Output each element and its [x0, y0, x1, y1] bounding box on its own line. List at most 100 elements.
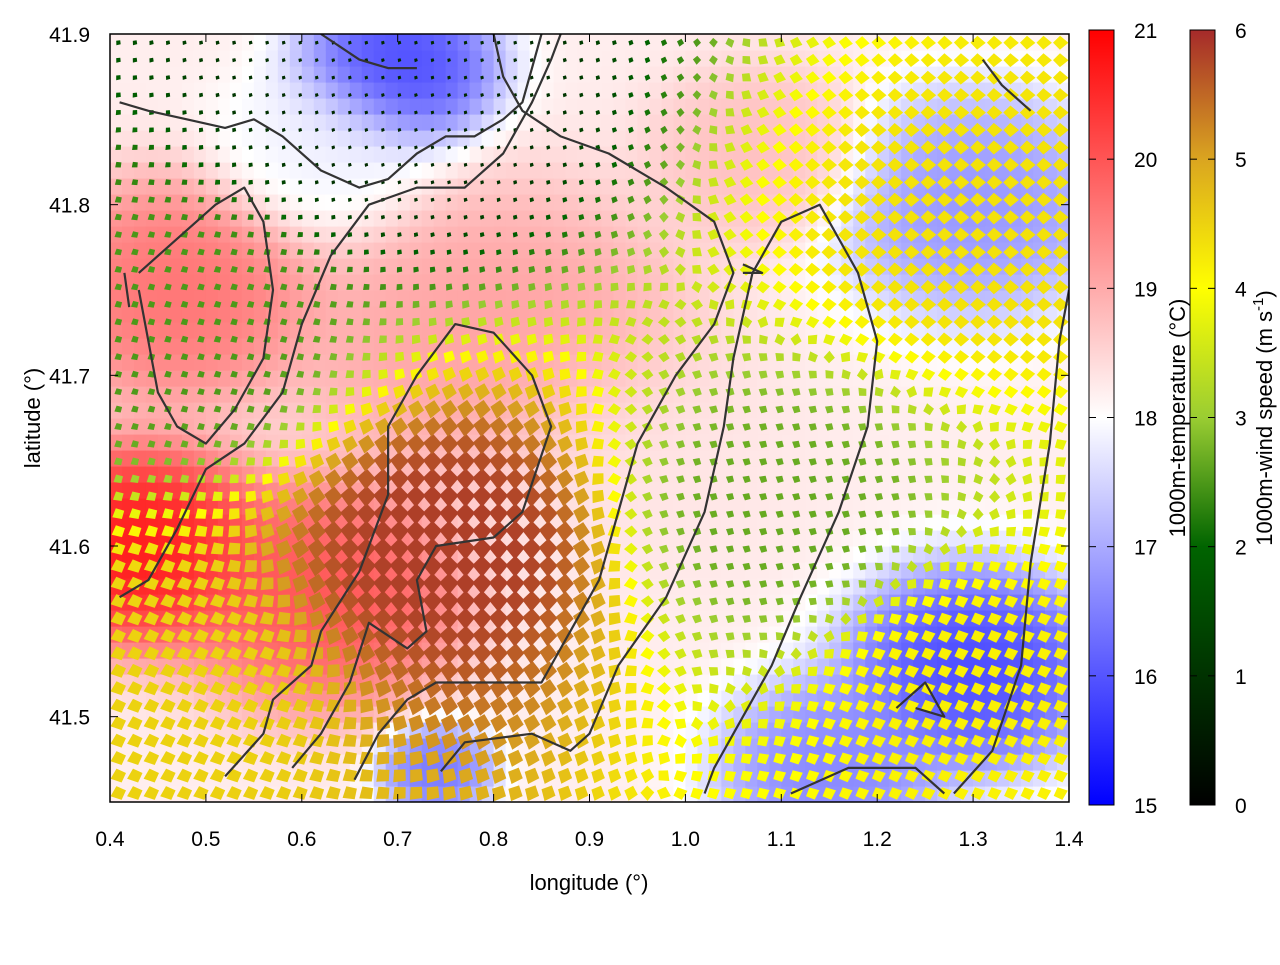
temperature-cell [169, 130, 183, 147]
wind-arrow [324, 486, 343, 507]
wind-arrow [110, 646, 126, 661]
wind-arrow [406, 608, 426, 630]
wind-arrow [164, 231, 172, 238]
wind-arrow [395, 318, 404, 326]
temperature-cell [541, 146, 555, 163]
wind-arrow [180, 370, 189, 378]
wind-arrow [298, 145, 303, 150]
wind-arrow [176, 594, 193, 608]
temperature-cell [805, 514, 818, 531]
wind-arrow [343, 681, 357, 696]
temperature-cell [301, 258, 315, 275]
temperature-cell [649, 274, 663, 291]
temperature-cell [781, 514, 794, 531]
temperature-cell [301, 50, 315, 67]
wind-arrow [472, 520, 492, 543]
wind-arrow [295, 438, 306, 450]
wind-arrow [489, 625, 509, 647]
temperature-cell [781, 354, 794, 371]
wind-arrow [164, 213, 172, 221]
wind-arrow [480, 180, 484, 185]
wind-arrow [446, 232, 452, 238]
wind-arrow [114, 300, 123, 308]
temperature-cell [649, 354, 663, 371]
wind-arrow [342, 751, 357, 765]
wind-arrow [164, 179, 171, 185]
temperature-cell [469, 258, 483, 275]
wind-arrow [491, 383, 507, 401]
wind-arrow [176, 576, 192, 591]
wind-arrow [160, 663, 176, 678]
wind-arrow [347, 232, 353, 238]
wind-arrow [480, 214, 485, 220]
wind-arrow [491, 366, 506, 383]
temperature-cell [829, 34, 842, 51]
temperature-cell [205, 162, 219, 179]
wind-arrow [423, 660, 442, 682]
temperature-cell [1057, 162, 1069, 179]
wind-arrow [389, 468, 409, 490]
wind-arrow [298, 58, 303, 63]
temperature-cell [181, 306, 195, 323]
wind-arrow [395, 335, 404, 344]
temperature-cell [337, 210, 351, 227]
wind-arrow [198, 162, 204, 168]
temperature-cell [925, 514, 938, 531]
wind-arrow [211, 525, 224, 537]
temperature-cell [121, 370, 135, 387]
temperature-cell [253, 418, 267, 435]
wind-arrow [447, 58, 451, 63]
temperature-cell [601, 66, 615, 83]
temperature-cell [1045, 530, 1058, 547]
wind-arrow [472, 485, 492, 508]
wind-arrow [413, 232, 419, 238]
wind-arrow [409, 750, 424, 766]
wind-arrow [246, 266, 255, 273]
temperature-cell [361, 322, 375, 339]
wind-arrow [193, 716, 209, 731]
temperature-cell [277, 146, 291, 163]
wind-arrow [164, 353, 172, 361]
wind-arrow [110, 768, 126, 783]
temperature-cell [169, 450, 183, 467]
temperature-cell [481, 194, 495, 211]
temperature-cell [445, 98, 459, 115]
wind-arrow [406, 538, 426, 560]
wind-arrow [414, 162, 418, 167]
wind-arrow [441, 732, 458, 750]
temperature-cell [217, 34, 231, 51]
temperature-cell [577, 50, 591, 67]
temperature-cell [1045, 306, 1058, 323]
wind-arrow [160, 629, 176, 643]
wind-arrow [180, 318, 189, 326]
wind-arrow [259, 751, 275, 765]
wind-arrow [397, 145, 402, 150]
wind-arrow [505, 485, 525, 508]
wind-arrow [176, 733, 193, 748]
temperature-cell [745, 610, 758, 627]
wind-arrow [242, 698, 259, 713]
temperature-cell [529, 194, 543, 211]
temperature-cell [697, 514, 710, 531]
wind-arrow [277, 576, 292, 592]
wind-arrow [312, 421, 322, 432]
wind-arrow [463, 145, 468, 150]
wind-arrow [263, 283, 271, 291]
temperature-cell [133, 146, 147, 163]
wind-arrow [363, 266, 370, 273]
temperature-cell [481, 82, 495, 99]
wind-arrow [149, 92, 154, 98]
temperature-cell [265, 34, 279, 51]
temperature-cell [397, 146, 411, 163]
temperature-cell [397, 98, 411, 115]
wind-arrow [229, 474, 239, 484]
temperature-cell [649, 162, 663, 179]
temperature-cell [133, 130, 147, 147]
wind-arrow [265, 145, 270, 150]
wind-arrow [213, 388, 222, 395]
wind-arrow [112, 508, 125, 519]
wind-arrow [439, 468, 459, 490]
temperature-cell [325, 178, 339, 195]
temperature-cell [577, 146, 591, 163]
temperature-cell [373, 258, 387, 275]
